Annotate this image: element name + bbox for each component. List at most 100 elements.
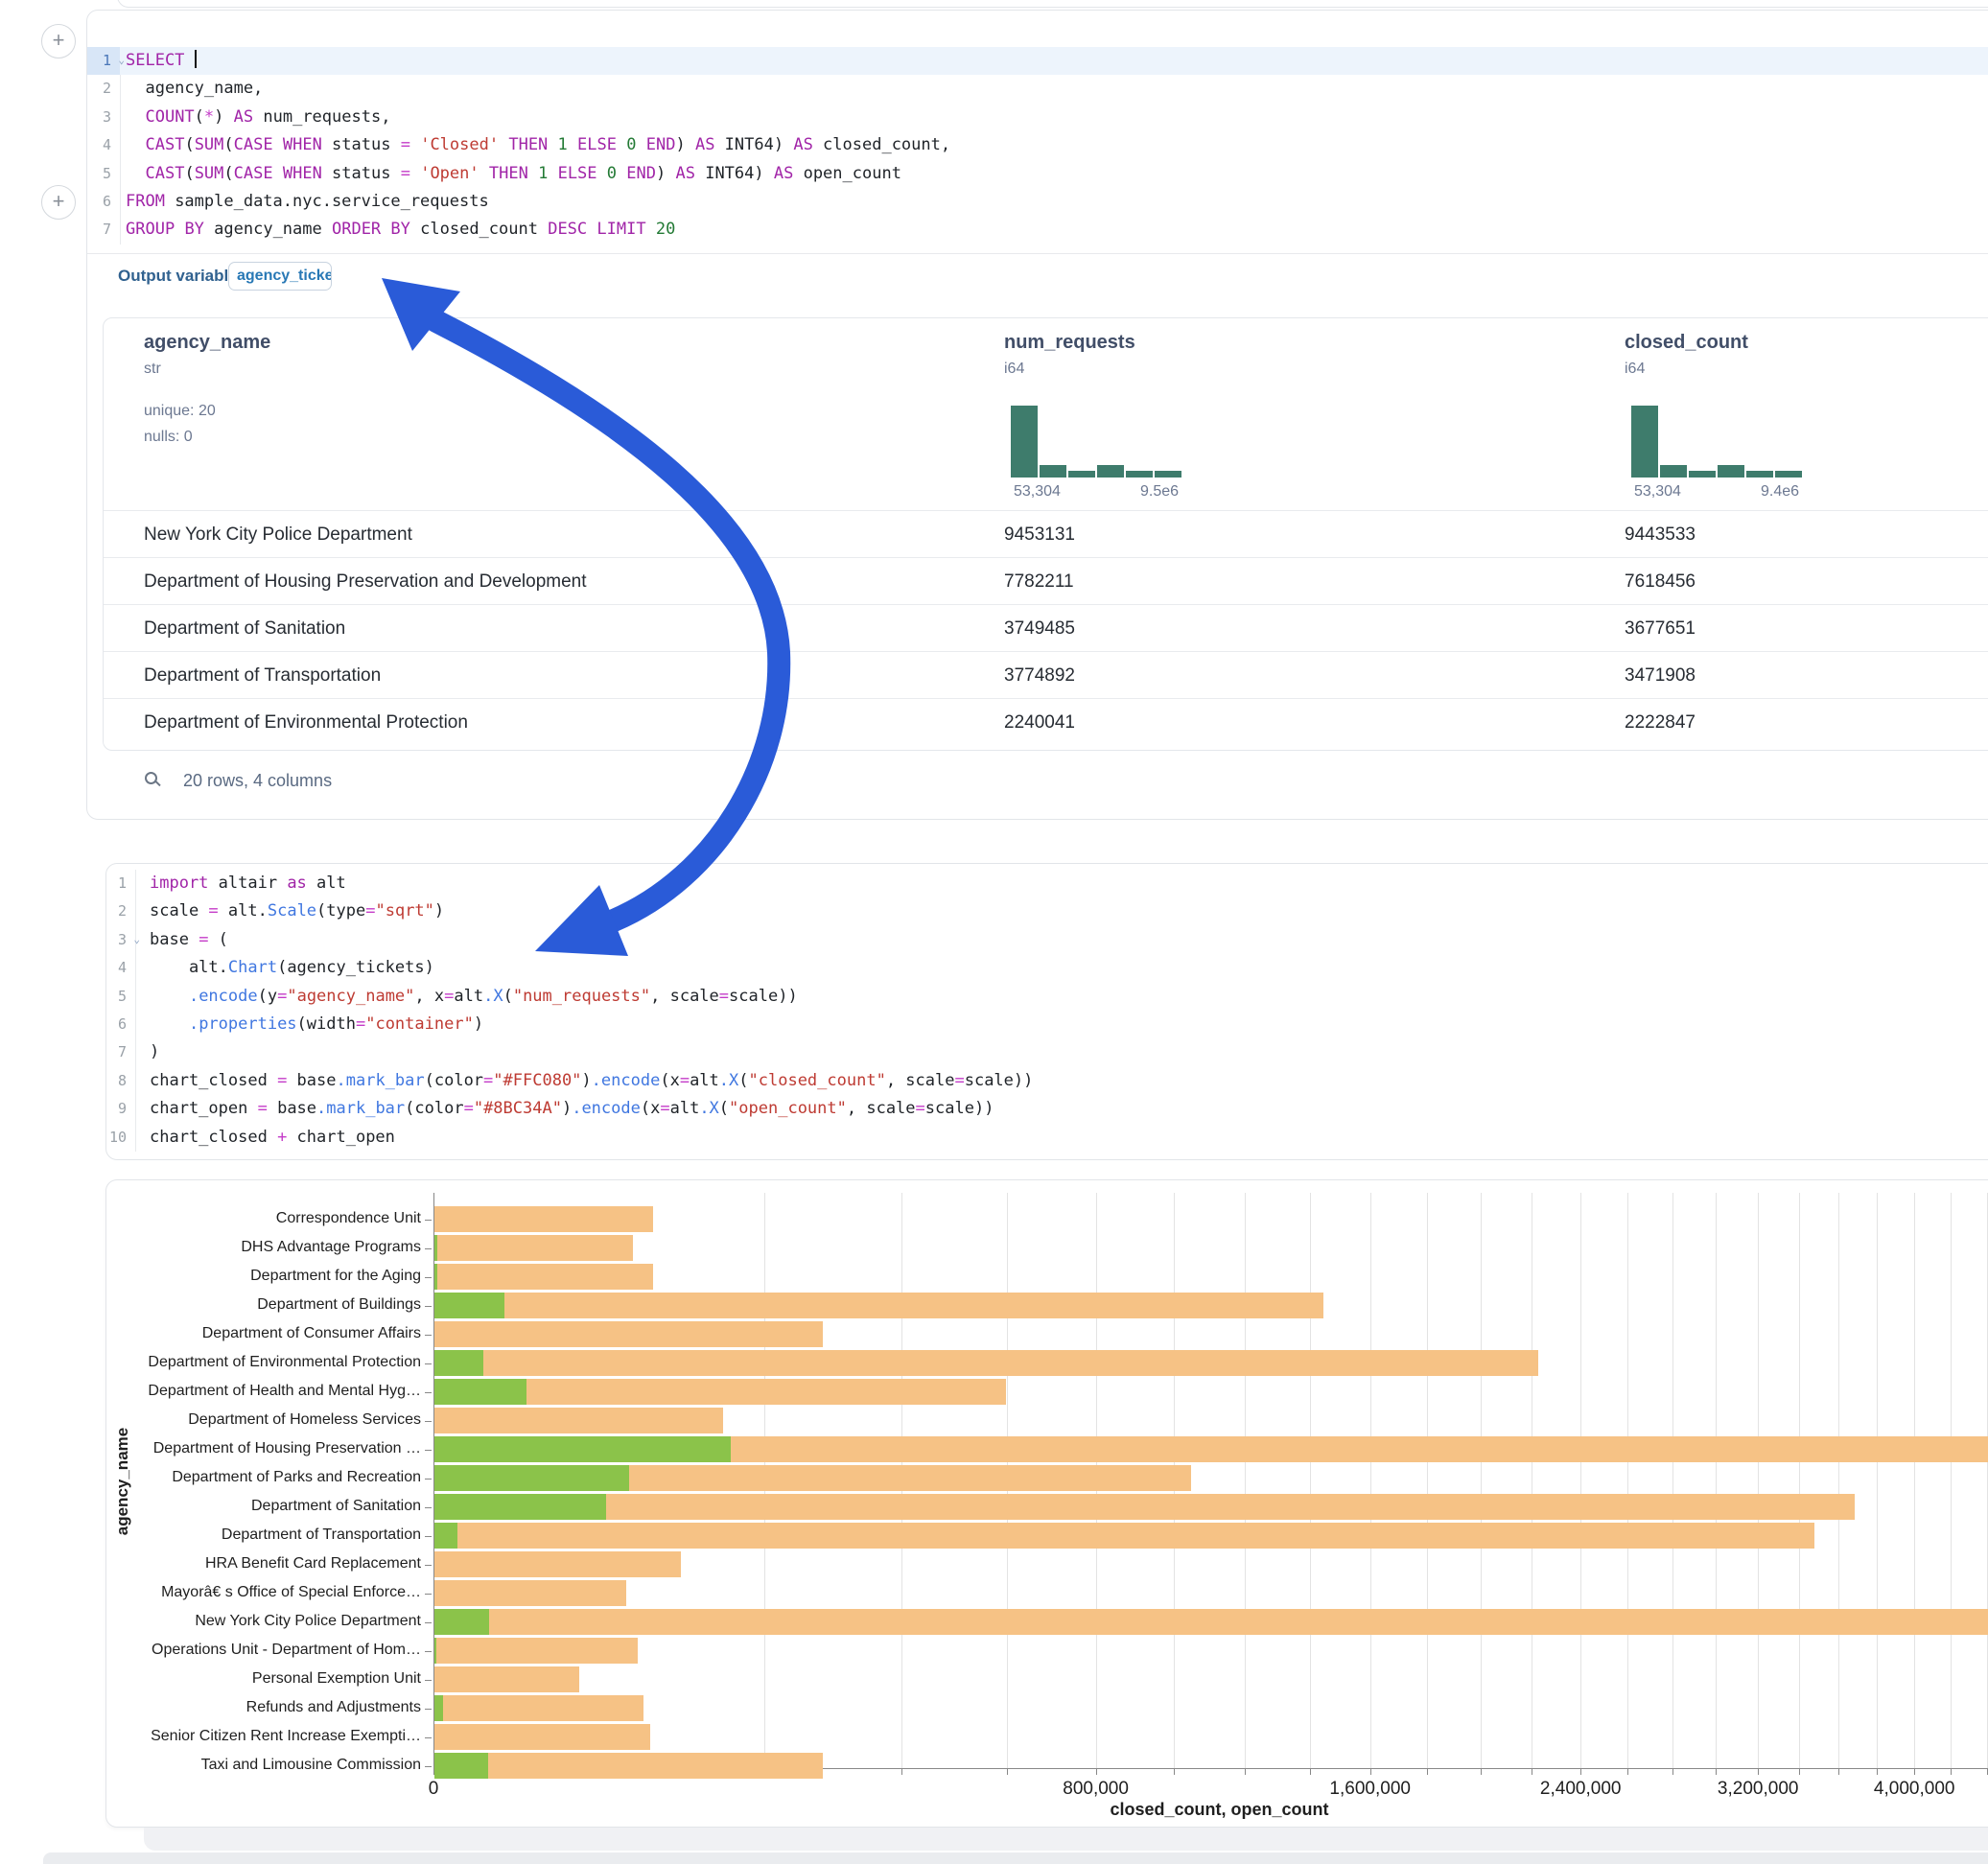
table-cell: Department of Sanitation: [144, 605, 345, 652]
x-tick-label: 3,200,000: [1691, 1779, 1825, 1800]
histogram-max-label: 9.5e6: [1126, 483, 1193, 501]
table-row[interactable]: Department of Transportation377489234719…: [104, 651, 1988, 698]
line-number: 1: [106, 870, 135, 897]
y-axis-tick: [425, 1709, 432, 1711]
open-count-bar: [434, 1436, 731, 1462]
y-axis-tick: [425, 1450, 432, 1452]
code-line[interactable]: 1import altair as alt: [106, 870, 1988, 897]
code-line[interactable]: 2 agency_name,: [87, 75, 1988, 103]
x-axis-tick: [1799, 1768, 1800, 1775]
y-axis-tick: [425, 1363, 432, 1365]
y-axis-tick: [425, 1335, 432, 1337]
y-axis-tick: [425, 1421, 432, 1423]
line-number: 5: [87, 160, 120, 188]
open-count-bar: [434, 1293, 504, 1318]
table-cell: Department of Environmental Protection: [144, 699, 468, 746]
code-line[interactable]: 2scale = alt.Scale(type="sqrt"): [106, 897, 1988, 925]
histogram-bar: [1068, 471, 1095, 478]
open-count-bar: [434, 1609, 489, 1635]
histogram-bar: [1126, 471, 1153, 478]
closed-count-bar: [434, 1264, 653, 1290]
gridline: [1877, 1193, 1878, 1768]
code-line[interactable]: 9chart_open = base.mark_bar(color="#8BC3…: [106, 1095, 1988, 1123]
code-line[interactable]: 5 .encode(y="agency_name", x=alt.X("num_…: [106, 983, 1988, 1011]
code-line[interactable]: 7): [106, 1038, 1988, 1066]
code-line[interactable]: 3⌄base = (: [106, 926, 1988, 954]
y-tick-label: Personal Exemption Unit: [114, 1670, 421, 1688]
closed-count-bar: [434, 1235, 633, 1261]
code-line[interactable]: 6FROM sample_data.nyc.service_requests: [87, 188, 1988, 216]
code-line[interactable]: 6 .properties(width="container"): [106, 1011, 1988, 1038]
column-header[interactable]: num_requests: [1004, 332, 1135, 354]
python-code-editor[interactable]: 1import altair as alt2scale = alt.Scale(…: [106, 870, 1988, 1152]
closed-count-bar: [434, 1523, 1814, 1549]
fold-chevron-icon[interactable]: ⌄: [118, 46, 125, 74]
closed-count-bar: [434, 1321, 823, 1347]
fold-chevron-icon[interactable]: ⌄: [133, 925, 140, 953]
table-cell: 3471908: [1625, 652, 1696, 699]
closed-count-bar: [434, 1580, 626, 1606]
code-line[interactable]: 8chart_closed = base.mark_bar(color="#FF…: [106, 1067, 1988, 1095]
line-number: 3: [87, 104, 120, 131]
line-number: 6: [87, 188, 120, 216]
gridline: [1914, 1193, 1915, 1768]
line-number: 7: [106, 1038, 135, 1066]
x-tick-label: 4,000,000: [1847, 1779, 1981, 1800]
output-variable-input[interactable]: agency_tickets: [228, 262, 332, 291]
sql-cell-card: 1⌄SELECT 2 agency_name,3 COUNT(*) AS num…: [86, 10, 1988, 820]
code-line[interactable]: 5 CAST(SUM(CASE WHEN status = 'Open' THE…: [87, 160, 1988, 188]
code-line[interactable]: 3 COUNT(*) AS num_requests,: [87, 104, 1988, 131]
y-axis-tick: [425, 1220, 432, 1222]
plus-icon: +: [53, 189, 65, 213]
gridline: [1481, 1193, 1482, 1768]
add-cell-button[interactable]: +: [41, 185, 76, 220]
result-table: agency_namestrunique: 20nulls: 0num_requ…: [103, 317, 1988, 751]
table-cell: Department of Housing Preservation and D…: [144, 558, 587, 605]
x-axis-tick: [1580, 1768, 1581, 1775]
table-row[interactable]: Department of Housing Preservation and D…: [104, 557, 1988, 604]
code-line[interactable]: 10chart_closed + chart_open: [106, 1124, 1988, 1152]
y-axis-tick: [425, 1622, 432, 1624]
closed-count-bar: [434, 1638, 638, 1664]
line-number: 8: [106, 1067, 135, 1095]
code-line[interactable]: 1⌄SELECT: [87, 47, 1988, 75]
column-header[interactable]: agency_name: [144, 332, 270, 354]
sql-code-editor[interactable]: 1⌄SELECT 2 agency_name,3 COUNT(*) AS num…: [87, 47, 1988, 245]
gridline: [1987, 1193, 1988, 1768]
closed-count-bar: [434, 1666, 579, 1692]
code-text: alt.Chart(agency_tickets): [106, 954, 434, 982]
code-line[interactable]: 4 CAST(SUM(CASE WHEN status = 'Closed' T…: [87, 131, 1988, 159]
code-output-divider: [87, 253, 1988, 254]
closed-count-bar: [434, 1753, 823, 1779]
table-cell: 2240041: [1004, 699, 1075, 746]
table-row[interactable]: Department of Sanitation37494853677651: [104, 604, 1988, 651]
add-cell-button[interactable]: +: [41, 24, 76, 58]
gridline: [1951, 1193, 1952, 1768]
gridline: [1758, 1193, 1759, 1768]
chart-plot-area: [433, 1193, 1988, 1768]
code-line[interactable]: 7GROUP BY agency_name ORDER BY closed_co…: [87, 216, 1988, 244]
table-cell: 7618456: [1625, 558, 1696, 605]
x-axis-tick: [1672, 1768, 1673, 1775]
search-icon[interactable]: [145, 772, 157, 784]
code-text: scale = alt.Scale(type="sqrt"): [106, 897, 444, 925]
y-tick-label: DHS Advantage Programs: [114, 1239, 421, 1256]
y-tick-label: Department of Housing Preservation …: [114, 1440, 421, 1457]
x-axis-tick: [1627, 1768, 1628, 1775]
code-line[interactable]: 4 alt.Chart(agency_tickets): [106, 954, 1988, 982]
table-cell: 9443533: [1625, 511, 1696, 558]
table-row[interactable]: Department of Environmental Protection 22…: [104, 698, 1988, 745]
open-count-bar: [434, 1523, 457, 1549]
closed-count-bar: [434, 1350, 1538, 1376]
table-row[interactable]: New York City Police Department945313194…: [104, 510, 1988, 557]
gridline: [1799, 1193, 1800, 1768]
line-number: 2: [87, 75, 120, 103]
code-text: COUNT(*) AS num_requests,: [87, 104, 390, 131]
table-cell: 7782211: [1004, 558, 1074, 605]
plus-icon: +: [53, 28, 65, 52]
y-tick-label: Taxi and Limousine Commission: [114, 1757, 421, 1774]
y-tick-label: HRA Benefit Card Replacement: [114, 1555, 421, 1573]
line-number: 6: [106, 1011, 135, 1038]
histogram-bar: [1775, 471, 1802, 478]
column-header[interactable]: closed_count: [1625, 332, 1748, 354]
